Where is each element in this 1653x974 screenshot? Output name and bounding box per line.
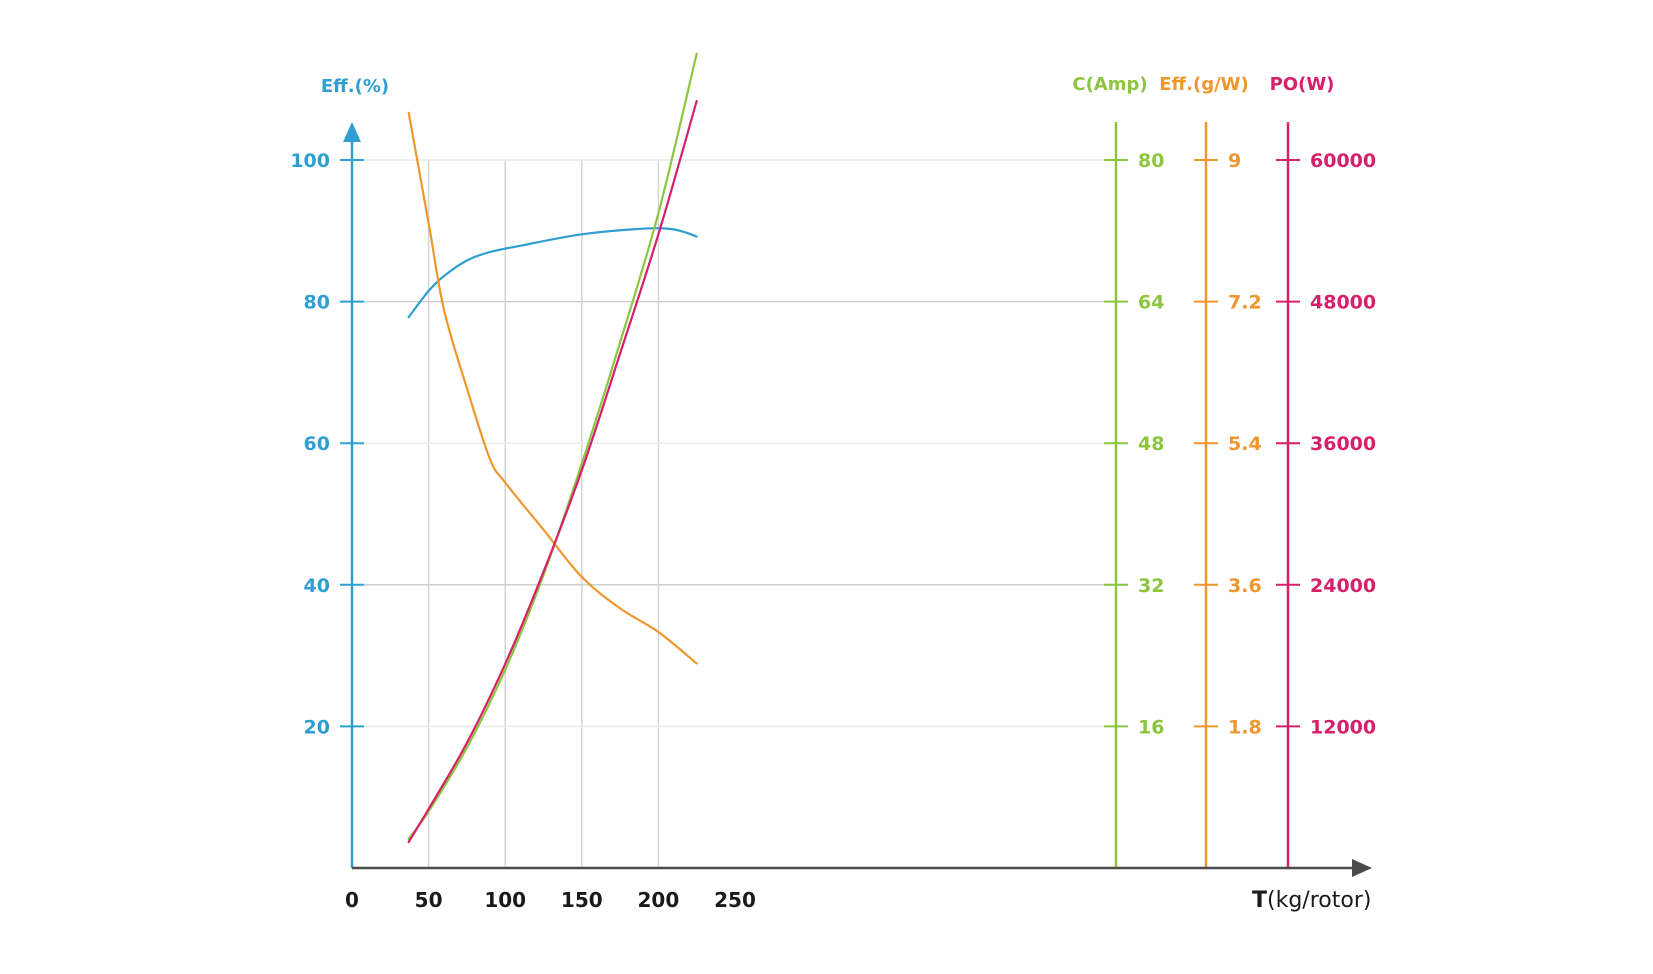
x-axis-tick-label: 150 [561,888,603,912]
x-axis-title: T(kg/rotor) [1252,888,1371,913]
right-axis-title-effgw: Eff.(g/W) [1159,74,1248,95]
right-axis-tick-label-power: 12000 [1310,716,1376,738]
x-axis-title-unit: (kg/rotor) [1267,888,1371,913]
left-axis-tick-label: 60 [304,433,330,455]
right-axis-title-current: C(Amp) [1072,74,1147,95]
right-axis-tick-label-current: 32 [1138,575,1164,597]
series-line-effgw [407,111,698,665]
left-axis-title: Eff.(%) [321,76,389,97]
left-axis-arrow-icon [343,122,361,142]
right-axis-tick-label-power: 24000 [1310,575,1376,597]
x-axis-tick-label: 0 [345,888,359,912]
x-axis-title-bold: T [1252,888,1267,913]
right-axis-tick-label-current: 80 [1138,150,1164,172]
right-axis-tick-label-effgw: 7.2 [1228,292,1262,314]
x-axis-tick-label: 250 [714,888,756,912]
x-axis-arrow-icon [1352,859,1372,877]
right-axis-tick-label-effgw: 5.4 [1228,433,1262,455]
left-axis-tick-label: 20 [304,716,330,738]
right-axis-tick-label-power: 60000 [1310,150,1376,172]
axes [340,122,1372,877]
right-axis-tick-label-effgw: 9 [1228,150,1241,172]
grid [352,159,1120,868]
right-axis-tick-label-current: 64 [1138,292,1164,314]
x-axis-tick-label: 200 [638,888,680,912]
right-axis-tick-label-current: 48 [1138,433,1164,455]
right-axis-tick-label-effgw: 1.8 [1228,716,1262,738]
right-axis-title-power: PO(W) [1270,74,1335,95]
series-line-power [407,99,698,844]
x-axis-tick-label: 100 [484,888,526,912]
series-line-current [407,52,698,840]
series-line-left [407,227,698,319]
x-axis-tick-label: 50 [415,888,443,912]
right-axis-tick-label-effgw: 3.6 [1228,575,1262,597]
left-axis-tick-label: 40 [304,575,330,597]
right-axis-tick-label-power: 48000 [1310,292,1376,314]
left-axis-tick-label: 80 [304,292,330,314]
right-axis-tick-label-power: 36000 [1310,433,1376,455]
right-axis-tick-label-current: 16 [1138,716,1164,738]
series-group [407,52,698,844]
axis-labels: Eff.(%) 20 40 60 80 100 C(Amp) 16 32 48 64 80 Eff.(g… [290,74,1376,913]
left-axis-tick-label: 100 [290,150,330,172]
